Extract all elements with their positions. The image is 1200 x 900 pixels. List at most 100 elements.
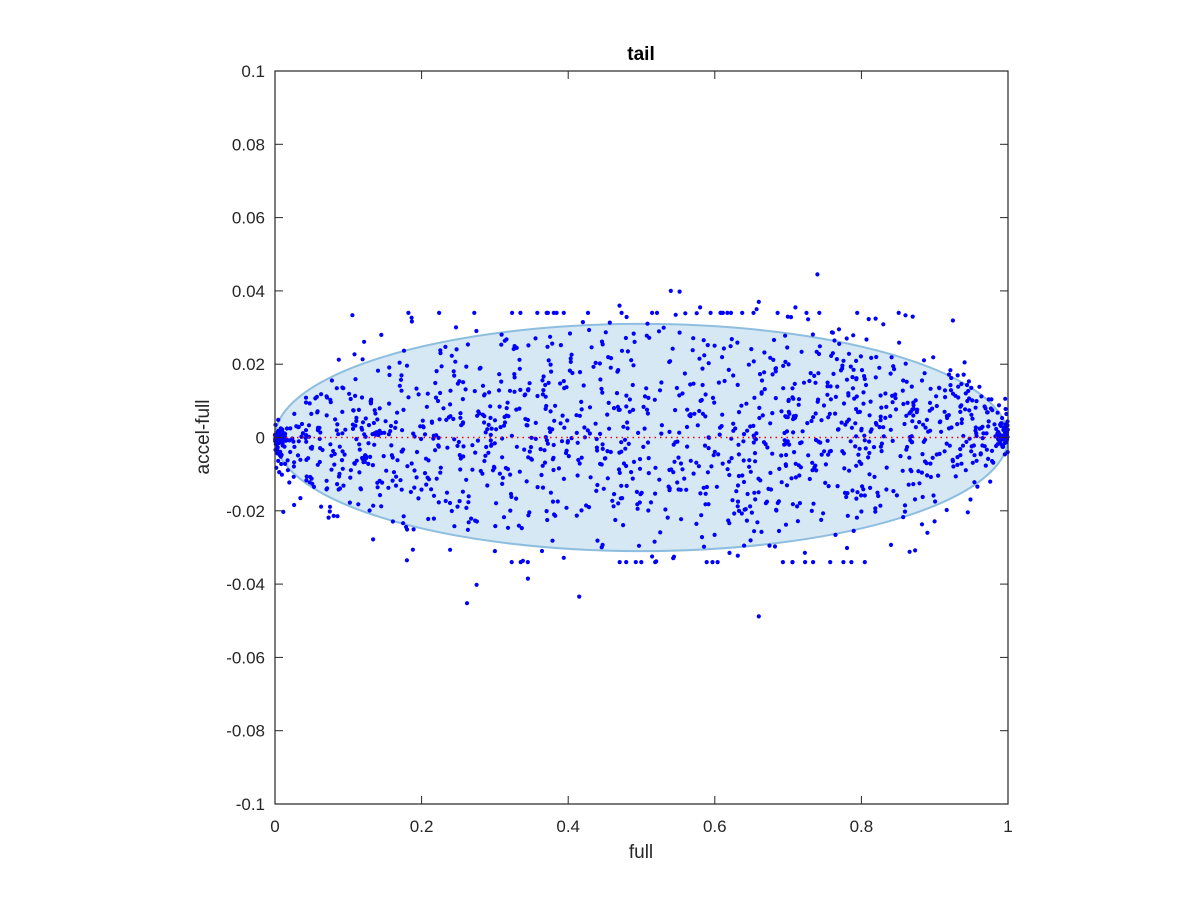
data-point <box>388 429 393 434</box>
data-point <box>950 318 956 323</box>
data-point <box>793 305 798 310</box>
data-point <box>568 356 573 361</box>
data-point <box>600 442 605 447</box>
data-point <box>779 480 784 485</box>
data-point <box>667 429 672 434</box>
data-point <box>654 310 660 315</box>
data-point <box>448 414 453 419</box>
data-point <box>436 443 441 448</box>
data-point <box>890 393 895 398</box>
data-point <box>854 376 859 381</box>
data-point <box>505 400 510 405</box>
data-point <box>401 348 407 353</box>
data-point <box>857 409 863 414</box>
data-point <box>545 344 550 349</box>
data-point <box>504 406 509 411</box>
data-point <box>434 369 439 374</box>
data-point <box>776 499 782 504</box>
data-point <box>832 338 837 343</box>
data-point <box>867 472 872 477</box>
data-point <box>514 496 519 501</box>
data-point <box>340 431 345 436</box>
data-point <box>748 504 753 509</box>
data-point <box>465 527 470 532</box>
data-point <box>946 372 952 377</box>
data-point <box>749 510 755 515</box>
data-point <box>389 453 394 458</box>
data-point <box>334 428 339 433</box>
data-point <box>451 416 456 422</box>
data-point <box>646 471 651 476</box>
data-point <box>657 477 662 482</box>
data-point <box>564 505 569 510</box>
data-point <box>398 478 403 483</box>
data-point <box>393 483 399 488</box>
data-point <box>811 415 816 420</box>
data-point <box>366 441 371 446</box>
data-point <box>377 493 383 498</box>
data-point <box>306 423 312 428</box>
data-point <box>697 408 702 414</box>
data-point <box>377 478 382 483</box>
data-point <box>842 490 848 495</box>
data-point <box>942 388 948 393</box>
data-point <box>854 394 859 399</box>
data-point <box>699 513 704 518</box>
data-point <box>919 522 925 527</box>
data-point <box>811 560 816 565</box>
data-point <box>458 411 463 416</box>
data-point <box>744 518 750 523</box>
data-point <box>837 341 842 346</box>
data-point <box>924 417 930 422</box>
data-point <box>488 438 493 443</box>
data-point <box>989 448 995 453</box>
data-point <box>849 425 855 430</box>
data-point <box>524 479 529 484</box>
data-point <box>582 435 588 440</box>
data-point <box>541 388 546 393</box>
data-point <box>461 454 466 459</box>
data-point <box>894 493 900 498</box>
data-point <box>525 423 530 428</box>
data-point <box>299 434 304 439</box>
data-point <box>625 426 630 431</box>
data-point <box>815 399 820 404</box>
data-point <box>862 438 867 443</box>
data-point <box>598 431 603 436</box>
data-point <box>851 333 856 338</box>
data-point <box>727 521 732 526</box>
data-point <box>458 415 463 420</box>
data-point <box>873 506 878 511</box>
data-point <box>367 508 372 513</box>
data-point <box>499 332 504 337</box>
data-point <box>635 506 640 511</box>
data-point <box>512 375 517 380</box>
data-point <box>711 453 716 458</box>
data-point <box>493 524 498 529</box>
data-point <box>960 443 966 448</box>
data-point <box>675 439 680 444</box>
data-point <box>624 393 629 398</box>
data-point <box>759 378 765 383</box>
data-point <box>565 418 570 423</box>
data-point <box>492 441 497 446</box>
data-point <box>854 358 859 363</box>
data-point <box>772 544 778 549</box>
data-point <box>444 490 450 495</box>
data-point <box>965 510 970 515</box>
data-point <box>712 400 717 405</box>
data-point <box>366 423 372 428</box>
data-point <box>761 440 767 445</box>
data-point <box>944 441 949 446</box>
data-point <box>659 380 664 385</box>
data-point <box>315 425 321 430</box>
data-point <box>541 374 546 379</box>
data-point <box>565 440 570 445</box>
data-point <box>791 430 796 435</box>
y-axis-label: accel-full <box>193 400 214 475</box>
data-point <box>873 375 878 380</box>
data-point <box>466 494 471 499</box>
data-point <box>438 465 443 470</box>
data-point <box>802 550 808 555</box>
data-point <box>748 469 753 474</box>
